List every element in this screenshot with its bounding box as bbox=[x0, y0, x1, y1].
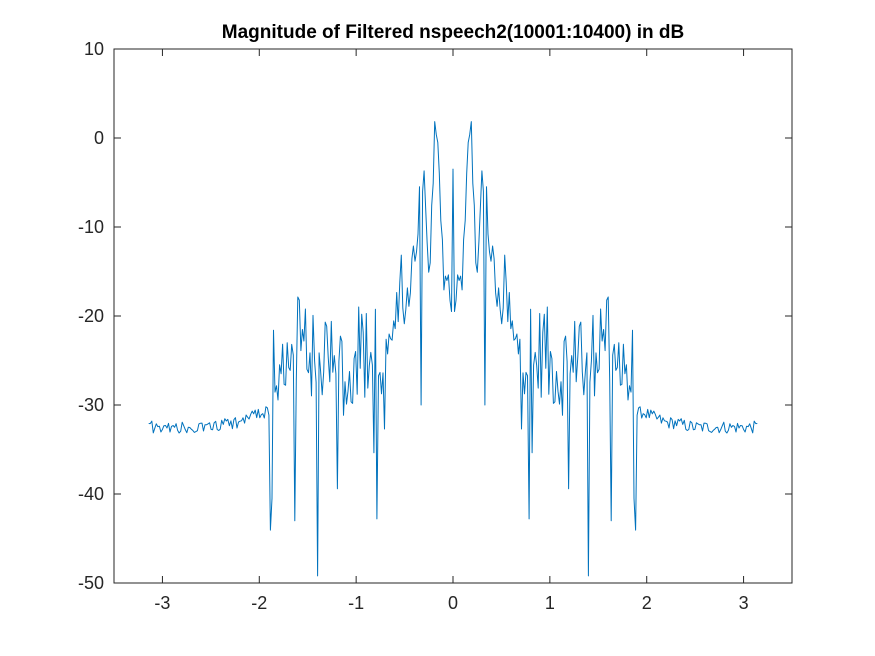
y-tick-label: -50 bbox=[78, 573, 104, 593]
series-line bbox=[148, 121, 758, 577]
x-tick-label: 2 bbox=[642, 593, 652, 613]
y-axis: 10 0 -10 -20 -30 -40 -50 bbox=[78, 39, 792, 593]
x-tick-label: 0 bbox=[448, 593, 458, 613]
x-tick-label: 1 bbox=[545, 593, 555, 613]
y-tick-label: 0 bbox=[94, 128, 104, 148]
y-tick-label: -40 bbox=[78, 484, 104, 504]
y-tick-label: -30 bbox=[78, 395, 104, 415]
y-tick-label: 10 bbox=[84, 39, 104, 59]
x-tick-label: -3 bbox=[154, 593, 170, 613]
plot-area bbox=[113, 48, 793, 584]
x-tick-label: -1 bbox=[348, 593, 364, 613]
y-tick-label: -10 bbox=[78, 217, 104, 237]
chart-title: Magnitude of Filtered nspeech2(10001:104… bbox=[222, 22, 684, 43]
x-tick-label: -2 bbox=[251, 593, 267, 613]
x-axis: -3 -2 -1 0 1 2 3 bbox=[154, 49, 749, 613]
y-tick-label: -20 bbox=[78, 306, 104, 326]
x-tick-label: 3 bbox=[739, 593, 749, 613]
